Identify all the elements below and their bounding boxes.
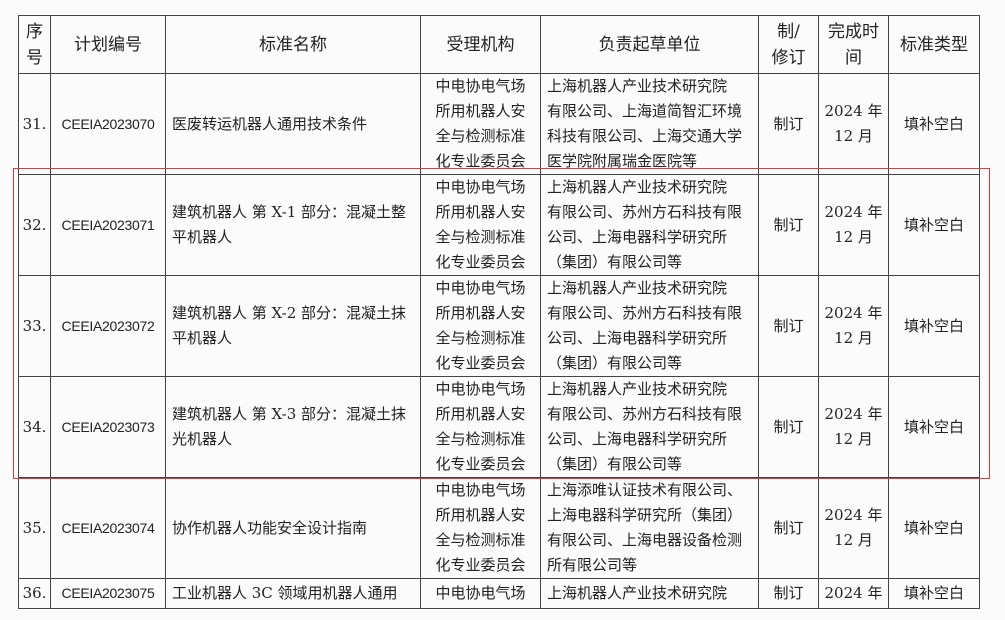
drafting-units: 上海机器人产业技术研究院 — [540, 578, 759, 609]
standards-table: 序 号 计划编号 标准名称 受理机构 负责起草单位 制/ 修订 完成时 间 标准… — [18, 15, 980, 609]
standard-category: 填补空白 — [888, 275, 980, 377]
header-org: 受理机构 — [420, 15, 541, 74]
completion-time: 2024 年 12 月 — [818, 477, 889, 579]
plan-code: CEEIA2023070 — [50, 73, 166, 175]
drafting-units: 上海机器人产业技术研究院 有限公司、上海道简智汇环境 科技有限公司、上海交通大学… — [540, 73, 759, 175]
standard-name: 建筑机器人 第 X-1 部分：混凝土整 平机器人 — [165, 174, 421, 276]
standard-name: 建筑机器人 第 X-3 部分：混凝土抹 光机器人 — [165, 376, 421, 478]
row-number: 33. — [18, 275, 51, 377]
row-number: 35. — [18, 477, 51, 579]
drafting-units: 上海机器人产业技术研究院 有限公司、苏州方石科技有限 公司、上海电器科学研究所 … — [540, 376, 759, 478]
standard-name: 医废转运机器人通用技术条件 — [165, 73, 421, 175]
accepting-org: 中电协电气场 所用机器人安 全与检测标准 化专业委员会 — [420, 73, 541, 175]
standard-name: 协作机器人功能安全设计指南 — [165, 477, 421, 579]
header-type: 制/ 修订 — [758, 15, 819, 74]
revision-type: 制订 — [758, 275, 819, 377]
revision-type: 制订 — [758, 376, 819, 478]
accepting-org: 中电协电气场 所用机器人安 全与检测标准 化专业委员会 — [420, 376, 541, 478]
table-row: 33. CEEIA2023072 建筑机器人 第 X-2 部分：混凝土抹 平机器人中… — [18, 275, 980, 377]
row-number: 36. — [18, 578, 51, 609]
table-row: 31. CEEIA2023070 医废转运机器人通用技术条件 中电协电气场 所用机器人… — [18, 73, 980, 175]
table-row: 35. CEEIA2023074 协作机器人功能安全设计指南 中电协电气场 所用机器人… — [18, 477, 980, 579]
table-row: 34. CEEIA2023073 建筑机器人 第 X-3 部分：混凝土抹 光机器人中… — [18, 376, 980, 478]
header-category: 标准类型 — [888, 15, 980, 74]
header-name: 标准名称 — [165, 15, 421, 74]
standard-category: 填补空白 — [888, 376, 980, 478]
accepting-org: 中电协电气场 所用机器人安 全与检测标准 化专业委员会 — [420, 477, 541, 579]
row-number: 34. — [18, 376, 51, 478]
header-no: 序 号 — [18, 15, 51, 74]
accepting-org: 中电协电气场 — [420, 578, 541, 609]
table-row: 32. CEEIA2023071 建筑机器人 第 X-1 部分：混凝土整 平机器人中… — [18, 174, 980, 276]
plan-code: CEEIA2023075 — [50, 578, 166, 609]
standard-category: 填补空白 — [888, 578, 980, 609]
row-number: 32. — [18, 174, 51, 276]
completion-time: 2024 年 12 月 — [818, 73, 889, 175]
standard-name: 工业机器人 3C 领域用机器人通用 — [165, 578, 421, 609]
revision-type: 制订 — [758, 578, 819, 609]
completion-time: 2024 年 12 月 — [818, 174, 889, 276]
row-number: 31. — [18, 73, 51, 175]
table-row: 36. CEEIA2023075 工业机器人 3C 领域用机器人通用 中电协电气场 上海… — [18, 578, 980, 609]
standard-category: 填补空白 — [888, 73, 980, 175]
drafting-units: 上海机器人产业技术研究院 有限公司、苏州方石科技有限 公司、上海电器科学研究所 … — [540, 275, 759, 377]
revision-type: 制订 — [758, 477, 819, 579]
revision-type: 制订 — [758, 73, 819, 175]
completion-time: 2024 年 12 月 — [818, 376, 889, 478]
drafting-units: 上海添唯认证技术有限公司、 上海电器科学研究所（集团） 有限公司、上海电器设备检… — [540, 477, 759, 579]
header-code: 计划编号 — [50, 15, 166, 74]
completion-time: 2024 年 12 月 — [818, 275, 889, 377]
drafting-units: 上海机器人产业技术研究院 有限公司、苏州方石科技有限 公司、上海电器科学研究所 … — [540, 174, 759, 276]
header-drafter: 负责起草单位 — [540, 15, 759, 74]
accepting-org: 中电协电气场 所用机器人安 全与检测标准 化专业委员会 — [420, 174, 541, 276]
standard-name: 建筑机器人 第 X-2 部分：混凝土抹 平机器人 — [165, 275, 421, 377]
plan-code: CEEIA2023072 — [50, 275, 166, 377]
plan-code: CEEIA2023071 — [50, 174, 166, 276]
header-time: 完成时 间 — [818, 15, 889, 74]
revision-type: 制订 — [758, 174, 819, 276]
completion-time: 2024 年 — [818, 578, 889, 609]
header-row: 序 号 计划编号 标准名称 受理机构 负责起草单位 制/ 修订 完成时 间 标准… — [18, 15, 980, 74]
plan-code: CEEIA2023074 — [50, 477, 166, 579]
standard-category: 填补空白 — [888, 477, 980, 579]
plan-code: CEEIA2023073 — [50, 376, 166, 478]
standard-category: 填补空白 — [888, 174, 980, 276]
accepting-org: 中电协电气场 所用机器人安 全与检测标准 化专业委员会 — [420, 275, 541, 377]
